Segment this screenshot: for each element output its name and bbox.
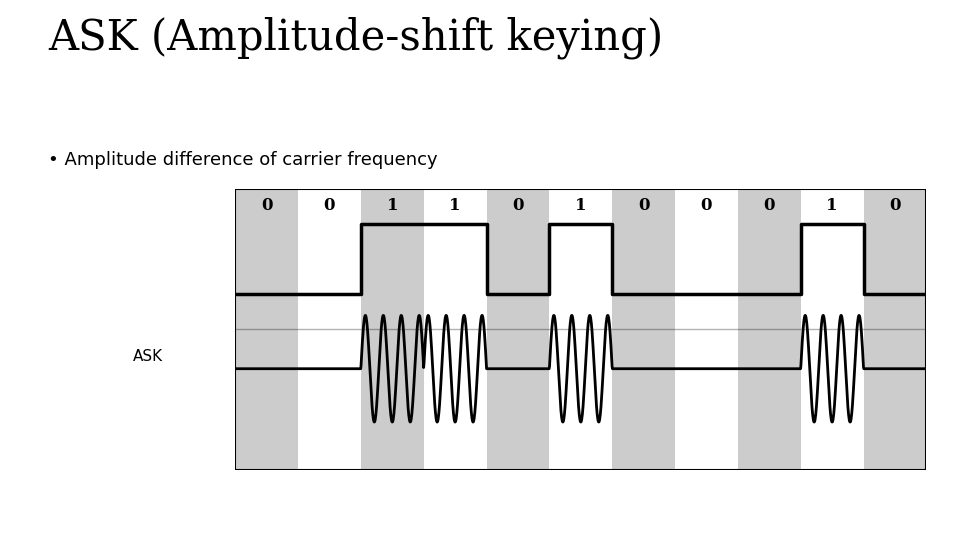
Text: 1: 1 bbox=[827, 197, 838, 214]
Bar bbox=[487, 189, 549, 470]
Text: 0: 0 bbox=[324, 197, 335, 214]
Text: ASK: ASK bbox=[133, 349, 163, 364]
Text: ASK (Amplitude-shift keying): ASK (Amplitude-shift keying) bbox=[48, 16, 663, 59]
Text: 0: 0 bbox=[889, 197, 900, 214]
Text: 1: 1 bbox=[575, 197, 587, 214]
Text: 0: 0 bbox=[637, 197, 649, 214]
Text: • Amplitude difference of carrier frequency: • Amplitude difference of carrier freque… bbox=[48, 151, 438, 169]
Text: 0: 0 bbox=[763, 197, 775, 214]
Bar bbox=[235, 189, 298, 470]
Text: 1: 1 bbox=[387, 197, 398, 214]
Text: 0: 0 bbox=[513, 197, 524, 214]
Bar bbox=[738, 189, 801, 470]
Bar bbox=[864, 189, 926, 470]
Text: 0: 0 bbox=[701, 197, 712, 214]
Text: 0: 0 bbox=[261, 197, 273, 214]
Bar bbox=[612, 189, 675, 470]
Text: 1: 1 bbox=[449, 197, 461, 214]
Bar bbox=[361, 189, 423, 470]
